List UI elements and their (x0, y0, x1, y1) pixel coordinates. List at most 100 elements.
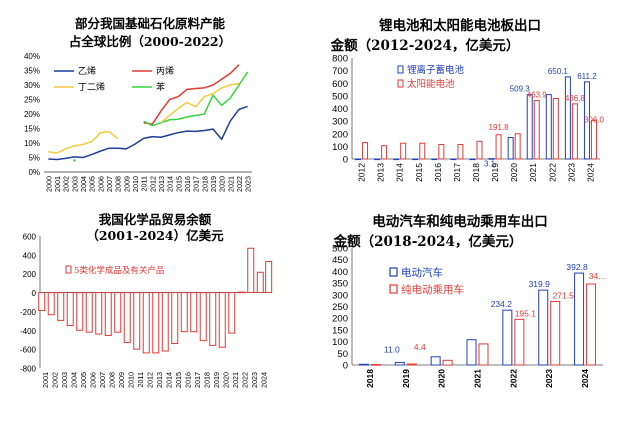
x-tick-label: 2004 (79, 176, 88, 192)
x-tick-label: 2012 (145, 372, 154, 388)
y-tick-label: 20% (24, 110, 40, 119)
y-tick-label: 600 (332, 79, 348, 90)
y-tick-label: -200 (20, 308, 37, 317)
bar (466, 339, 477, 366)
bar (228, 292, 236, 334)
x-tick-label: 2023 (566, 163, 576, 182)
legend-label: 锂离子蓄电池 (407, 64, 465, 76)
y-tick-label: 450 (332, 255, 348, 266)
y-tick-label: 400 (332, 267, 348, 278)
x-tick-label: 2024 (580, 369, 590, 388)
x-tick-label: 2005 (88, 176, 97, 192)
bar (526, 94, 533, 160)
y-tick-label: -800 (20, 365, 37, 374)
bar (438, 143, 445, 160)
legend-swatch (397, 65, 404, 74)
y-tick-label: 0 (343, 361, 348, 372)
bar (495, 134, 502, 160)
bar (406, 363, 417, 366)
x-tick-label: 2018 (365, 369, 375, 388)
bar (412, 158, 419, 161)
x-tick-label: 2022 (235, 176, 244, 192)
bar (152, 292, 160, 354)
bar (488, 158, 495, 160)
x-tick-label: 2018 (471, 163, 481, 182)
bar (180, 292, 188, 333)
bar (469, 158, 476, 161)
x-tick-label: 2011 (136, 372, 145, 387)
x-tick-label: 2013 (157, 176, 166, 192)
y-tick-label: 800 (332, 54, 348, 65)
bar (114, 292, 122, 333)
bar (161, 292, 169, 352)
bar (476, 140, 483, 160)
legend-label: 纯电动乘用车 (401, 283, 464, 296)
bar (38, 292, 46, 311)
y-tick-label: 100 (332, 337, 348, 348)
bar (393, 158, 400, 161)
data-label: 195.1 (515, 308, 537, 318)
bar (362, 142, 369, 160)
y-tick-label: 30% (24, 81, 40, 90)
x-tick-label: 2007 (98, 372, 107, 388)
x-tick-label: 2021 (528, 163, 538, 182)
x-tick-label: 2014 (395, 163, 405, 182)
y-tick-label: 10% (24, 139, 40, 148)
legend-swatch (389, 284, 398, 294)
x-tick-label: 2010 (131, 176, 140, 192)
x-tick-label: 2017 (452, 163, 462, 182)
x-tick-label: 2009 (122, 176, 131, 192)
bar (450, 158, 457, 161)
y-tick-label: -600 (20, 346, 37, 355)
bar (381, 145, 388, 160)
x-tick-label: 2006 (96, 176, 105, 192)
bar (76, 292, 84, 331)
x-tick-label: 2008 (114, 176, 123, 192)
data-label: 436.8 (565, 94, 586, 103)
x-tick-label: 2022 (508, 369, 518, 388)
x-tick-label: 2022 (547, 163, 557, 182)
bar (419, 142, 426, 160)
chart-title-line-1: 我国化学品贸易余额 (99, 212, 212, 227)
x-tick-label: 2024 (259, 372, 268, 388)
series-line-乙烯 (48, 105, 248, 161)
chart-title-line-1: 部分我国基础石化原料产能 (75, 16, 226, 31)
x-tick-label: 2011 (140, 176, 149, 191)
x-tick-label: 2005 (79, 372, 88, 388)
bar (123, 292, 131, 344)
x-tick-label: 2021 (473, 369, 483, 388)
y-tick-label: 5% (28, 154, 40, 163)
legend-label: 5类化学成品及有关产品 (74, 265, 164, 276)
y-tick-label: 250 (332, 302, 348, 313)
data-label: 191.8 (489, 123, 510, 132)
bar (507, 137, 514, 160)
x-tick-label: 2015 (174, 176, 183, 192)
chart-battery-solar-export: 锂电池和太阳能电池板出口 金额（2012-2024，亿美元） 010020030… (330, 17, 605, 182)
series-line-extra (160, 82, 240, 124)
x-tick-label: 2009 (117, 372, 126, 388)
y-tick-label: 400 (332, 104, 348, 115)
chart-title-line-2: 占全球比例（2000-2022） (69, 34, 231, 49)
bar (478, 343, 489, 366)
bar (502, 309, 513, 366)
x-tick-label: 2007 (105, 176, 114, 192)
y-tick-label: 400 (23, 251, 37, 260)
legend-swatch (389, 267, 398, 277)
y-tick-label: 35% (24, 67, 40, 76)
chart-chemical-capacity-share: 部分我国基础石化原料产能 占全球比例（2000-2022） 0% 5% 10% 15%… (24, 16, 253, 192)
x-tick-label: 2002 (62, 176, 71, 192)
x-tick-label: 2010 (126, 372, 135, 388)
y-tick-label: 500 (332, 91, 348, 102)
bar (538, 289, 549, 366)
series-line-丁二烯 (48, 130, 119, 154)
y-tick-label: 300 (332, 290, 348, 301)
bar (442, 359, 453, 366)
x-tick-label: 2019 (490, 163, 500, 182)
data-label: 392.8 (566, 262, 588, 272)
x-tick-label: 2000 (44, 176, 53, 192)
x-tick-label: 2022 (240, 372, 249, 388)
bar (199, 292, 207, 342)
x-tick-label: 2023 (244, 176, 253, 192)
x-tick-label: 2013 (155, 372, 164, 388)
data-label: 650.1 (548, 67, 569, 76)
